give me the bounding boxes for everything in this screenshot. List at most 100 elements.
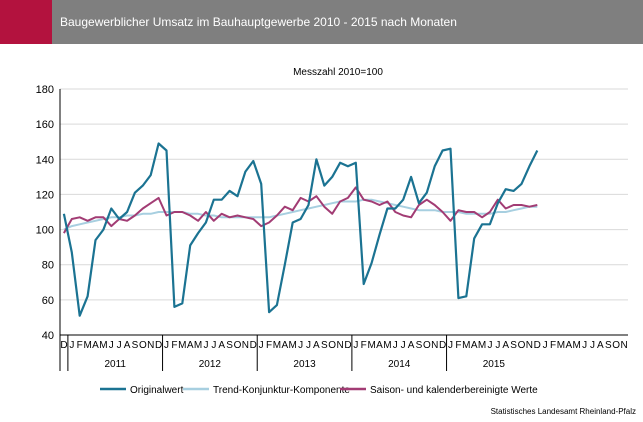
x-tick-label: J: [211, 340, 216, 351]
x-tick-label: A: [502, 340, 509, 351]
x-tick-label: S: [510, 340, 517, 351]
x-tick-label: D: [439, 340, 446, 351]
x-tick-label: O: [518, 340, 526, 351]
chart-grid: [60, 88, 628, 301]
y-tick-label: 80: [42, 260, 54, 272]
x-tick-label: A: [313, 340, 320, 351]
x-tick-label: J: [590, 340, 595, 351]
legend: Originalwert Trend-Konjunktur-Komponente S…: [100, 385, 538, 396]
series-line: [62, 142, 539, 317]
x-tick-label: O: [328, 340, 336, 351]
x-tick-label: F: [361, 340, 367, 351]
x-tick-label: O: [139, 340, 147, 351]
x-tick-label: J: [69, 340, 74, 351]
x-year-label: 2013: [293, 359, 316, 370]
x-tick-label: M: [462, 340, 470, 351]
x-tick-label: N: [620, 340, 627, 351]
x-tick-label: J: [543, 340, 548, 351]
x-tick-label: A: [92, 340, 99, 351]
x-tick-label: J: [298, 340, 303, 351]
x-tick-label: N: [242, 340, 249, 351]
series-line: [63, 198, 538, 231]
x-tick-label: A: [471, 340, 478, 351]
page-title: Baugewerblicher Umsatz im Bauhauptgewerb…: [60, 15, 457, 29]
x-tick-label: A: [597, 340, 604, 351]
x-tick-label: J: [401, 340, 406, 351]
y-tick-label: 100: [36, 225, 54, 237]
x-year-label: 2011: [104, 359, 126, 370]
x-tick-label: N: [526, 340, 533, 351]
x-tick-label: S: [605, 340, 612, 351]
x-tick-label: S: [416, 340, 423, 351]
x-tick-label: S: [321, 340, 328, 351]
source-note: Statistisches Landesamt Rheinland-Pfalz: [491, 407, 636, 416]
x-tick-label: J: [109, 340, 114, 351]
x-tick-label: J: [203, 340, 208, 351]
x-tick-label: D: [534, 340, 541, 351]
legend-label: Trend-Konjunktur-Komponente: [213, 385, 350, 396]
x-tick-label: F: [266, 340, 272, 351]
x-tick-label: F: [77, 340, 83, 351]
x-tick-label: O: [234, 340, 242, 351]
x-tick-label: M: [194, 340, 202, 351]
y-tick-label: 60: [42, 295, 54, 307]
legend-label: Saison- und kalenderbereinigte Werte: [370, 385, 538, 396]
x-tick-label: D: [250, 340, 257, 351]
x-tick-label: J: [582, 340, 587, 351]
x-tick-label: M: [557, 340, 565, 351]
title-band: [0, 0, 643, 44]
series-layer: [62, 142, 539, 317]
x-tick-label: S: [226, 340, 233, 351]
chart-axes: 40 60 80 100 120 140 160 180: [36, 84, 628, 342]
x-tick-label: M: [478, 340, 486, 351]
x-tick-label: N: [336, 340, 343, 351]
series-line: [63, 186, 538, 234]
x-year-label: 2012: [199, 359, 222, 370]
title-accent-block: [0, 0, 52, 44]
x-tick-label: J: [495, 340, 500, 351]
x-tick-label: J: [448, 340, 453, 351]
x-tick-label: J: [393, 340, 398, 351]
x-tick-label: A: [408, 340, 415, 351]
x-tick-label: A: [124, 340, 131, 351]
x-tick-label: J: [306, 340, 311, 351]
x-tick-label: D: [60, 340, 67, 351]
x-tick-label: J: [259, 340, 264, 351]
x-tick-label: F: [455, 340, 461, 351]
y-tick-label: 160: [36, 119, 54, 131]
y-tick-label: 40: [42, 330, 54, 342]
x-tick-label: J: [353, 340, 358, 351]
x-tick-label: O: [423, 340, 431, 351]
x-tick-label: F: [550, 340, 556, 351]
x-tick-label: M: [573, 340, 581, 351]
x-tick-label: F: [171, 340, 177, 351]
x-year-label: 2014: [388, 359, 411, 370]
x-tick-label: M: [383, 340, 391, 351]
x-tick-label: O: [612, 340, 620, 351]
x-tick-label: A: [565, 340, 572, 351]
x-tick-label: A: [218, 340, 225, 351]
x-tick-label: M: [289, 340, 297, 351]
x-tick-label: D: [155, 340, 162, 351]
chart-subtitle: Messzahl 2010=100: [293, 67, 383, 78]
x-tick-label: J: [487, 340, 492, 351]
x-tick-label: S: [132, 340, 139, 351]
y-tick-label: 120: [36, 189, 54, 201]
x-tick-label: N: [431, 340, 438, 351]
y-tick-label: 180: [36, 84, 54, 96]
x-tick-label: N: [147, 340, 154, 351]
legend-label: Originalwert: [130, 385, 184, 396]
x-tick-label: A: [376, 340, 383, 351]
x-tick-label: M: [367, 340, 375, 351]
x-tick-label: D: [344, 340, 351, 351]
x-year-label: 2015: [483, 359, 506, 370]
x-tick-label: M: [273, 340, 281, 351]
y-tick-label: 140: [36, 154, 54, 166]
x-tick-label: A: [187, 340, 194, 351]
x-tick-label: A: [281, 340, 288, 351]
x-tick-label: M: [178, 340, 186, 351]
x-tick-label: J: [164, 340, 169, 351]
x-tick-label: M: [99, 340, 107, 351]
